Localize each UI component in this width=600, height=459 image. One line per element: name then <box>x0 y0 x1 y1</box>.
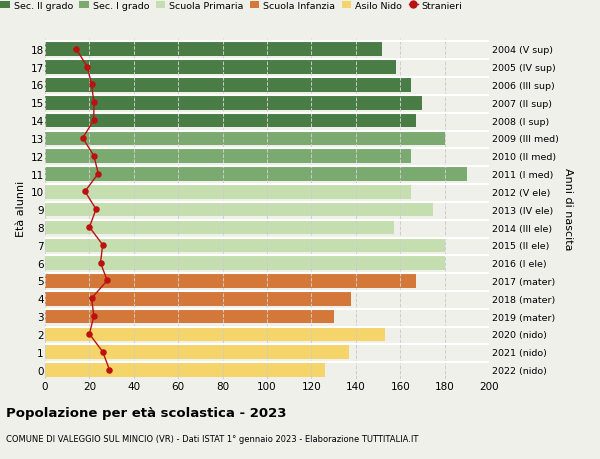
Point <box>80 188 90 196</box>
Bar <box>45 60 396 75</box>
Y-axis label: Età alunni: Età alunni <box>16 181 26 237</box>
Bar <box>45 363 325 377</box>
Bar <box>45 96 422 110</box>
Point <box>82 64 92 71</box>
Bar <box>45 274 416 288</box>
Point <box>94 170 103 178</box>
Bar <box>45 256 445 270</box>
Point <box>71 46 81 53</box>
Bar <box>45 238 445 252</box>
Point <box>89 153 98 160</box>
Point <box>89 313 98 320</box>
Bar <box>45 78 412 93</box>
Point <box>87 295 97 302</box>
Point <box>103 277 112 285</box>
Point <box>96 259 106 267</box>
Point <box>104 366 114 374</box>
Bar <box>45 167 467 181</box>
Bar <box>45 291 352 306</box>
Y-axis label: Anni di nascita: Anni di nascita <box>563 168 572 250</box>
Bar <box>45 202 433 217</box>
Text: COMUNE DI VALEGGIO SUL MINCIO (VR) - Dati ISTAT 1° gennaio 2023 - Elaborazione T: COMUNE DI VALEGGIO SUL MINCIO (VR) - Dat… <box>6 434 418 443</box>
Point <box>89 117 98 124</box>
Legend: Sec. II grado, Sec. I grado, Scuola Primaria, Scuola Infanzia, Asilo Nido, Stran: Sec. II grado, Sec. I grado, Scuola Prim… <box>0 0 466 14</box>
Point <box>78 135 88 142</box>
Point <box>89 99 98 106</box>
Bar <box>45 42 382 57</box>
Point <box>98 241 107 249</box>
Bar <box>45 309 334 324</box>
Bar <box>45 149 412 164</box>
Bar <box>45 131 445 146</box>
Bar <box>45 345 349 359</box>
Bar <box>45 113 416 128</box>
Bar <box>45 327 385 341</box>
Point <box>85 224 94 231</box>
Bar <box>45 220 394 235</box>
Bar <box>45 185 412 199</box>
Point <box>87 82 97 89</box>
Text: Popolazione per età scolastica - 2023: Popolazione per età scolastica - 2023 <box>6 406 287 419</box>
Point <box>91 206 101 213</box>
Point <box>98 348 107 356</box>
Point <box>85 330 94 338</box>
